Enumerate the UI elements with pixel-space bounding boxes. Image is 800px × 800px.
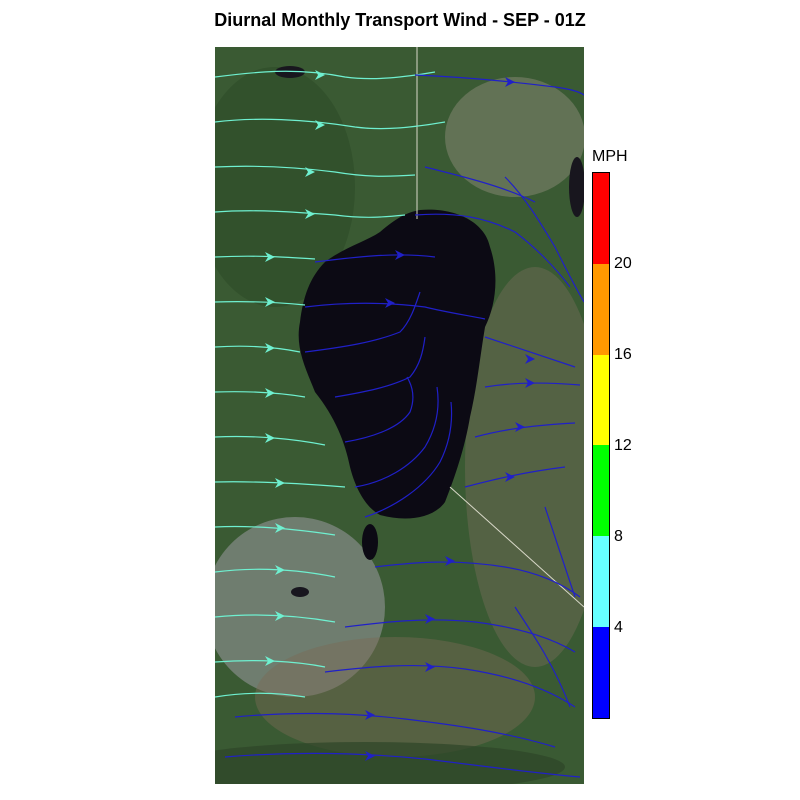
colorbar-unit: MPH [592,148,628,165]
fallen-leaf-lake [362,524,378,560]
colorbar-segment-red [593,173,609,264]
colorbar-segment-cyan [593,536,609,628]
north-ridge [445,77,584,197]
colorbar-tick-label: 8 [614,528,623,545]
bare-area [255,637,535,757]
colorbar-tick-label: 12 [614,437,632,454]
moderate-arrowheads [265,70,325,666]
slow-streamlines [224,74,584,778]
colorbar-tick-label: 4 [614,619,623,636]
ridge-area [465,267,584,667]
chart-title: Diurnal Monthly Transport Wind - SEP - 0… [214,10,586,30]
colorbar-segment-green [593,445,609,537]
east-lake [569,157,584,217]
colorbar-tick-label: 16 [614,346,632,363]
slow-arrowheads [365,77,535,761]
south-forest [215,742,565,784]
rocky-area [215,517,385,697]
colorbar-segment-orange [593,263,609,355]
colorbar-segment-yellow [593,354,609,446]
colorbar-tick-label: 20 [614,255,632,272]
satellite-map [215,47,584,784]
colorbar-segment-blue [593,627,609,718]
colorbar [592,172,610,719]
state-line [449,486,584,608]
small-lake [291,587,309,597]
small-lake-north [275,66,305,78]
